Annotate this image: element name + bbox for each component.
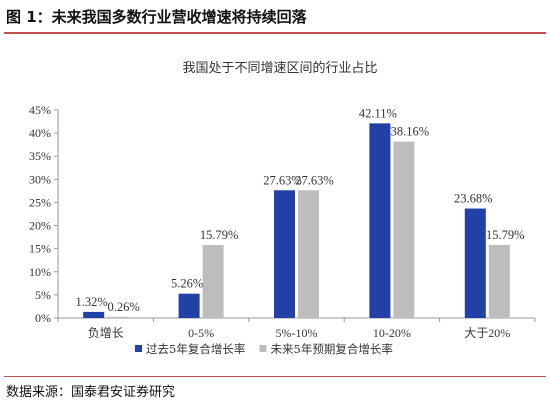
source-rule [4, 376, 546, 377]
legend-swatch [135, 345, 142, 352]
y-tick-label: 40% [29, 126, 51, 140]
data-label: 5.26% [171, 277, 203, 291]
data-label: 42.11% [359, 106, 397, 120]
legend-label: 未来5年预期复合增长率 [271, 342, 393, 356]
y-tick-label: 5% [35, 288, 51, 302]
x-category-label: 0-5% [188, 326, 214, 340]
bar-future [298, 190, 319, 318]
bar-future [107, 316, 129, 318]
title-rule [4, 32, 546, 34]
bar-future [488, 245, 510, 318]
chart-title: 我国处于不同增速区间的行业占比 [182, 60, 377, 76]
y-tick-label: 20% [29, 219, 51, 233]
bar-past [83, 311, 105, 318]
x-category-label: 负增长 [88, 326, 124, 340]
y-tick-label: 30% [29, 172, 51, 186]
y-tick-label: 0% [35, 311, 51, 325]
y-tick-label: 10% [29, 265, 51, 279]
bar-past [464, 208, 486, 318]
y-tick-label: 25% [29, 195, 51, 209]
data-label: 27.63% [263, 173, 302, 187]
bars: 1.32% 5.26% 27.63% 42.11% 23.68% 0.26% 15.79% 2… [76, 106, 525, 319]
y-tick-label: 15% [29, 242, 51, 256]
bar-future [202, 245, 224, 318]
bar-chart: 我国处于不同增速区间的行业占比 0% 5% 10% 15% 20% 25% 30% 35% 40… [29, 60, 536, 356]
data-label: 15.79% [200, 228, 239, 242]
data-label: 15.79% [486, 228, 525, 242]
data-label: 0.26% [108, 300, 140, 314]
bar-past [178, 293, 200, 318]
data-label: 38.16% [391, 125, 430, 139]
data-label: 27.63% [295, 173, 334, 187]
y-tick-label: 35% [29, 149, 51, 163]
x-category-label: 5%-10% [276, 326, 318, 340]
bar-future [393, 141, 415, 318]
y-axis: 0% 5% 10% 15% 20% 25% 30% 35% 40% 45% [29, 103, 59, 325]
legend: 过去5年复合增长率 未来5年预期复合增长率 [135, 342, 393, 356]
x-axis: 负增长 0-5% 5%-10% 10-20% 大于20% [57, 317, 536, 340]
legend-swatch [259, 345, 267, 352]
bar-past [274, 190, 295, 318]
figure-title: 图 1：未来我国多数行业营收增速将持续回落 [6, 8, 307, 26]
data-label: 1.32% [76, 295, 108, 309]
x-category-label: 大于20% [464, 326, 510, 340]
data-label: 23.68% [454, 192, 493, 206]
x-category-label: 10-20% [373, 326, 411, 340]
source-note: 数据来源：国泰君安证券研究 [6, 385, 176, 400]
legend-label: 过去5年复合增长率 [146, 342, 245, 356]
y-tick-label: 45% [29, 103, 51, 117]
bar-past [369, 123, 391, 319]
